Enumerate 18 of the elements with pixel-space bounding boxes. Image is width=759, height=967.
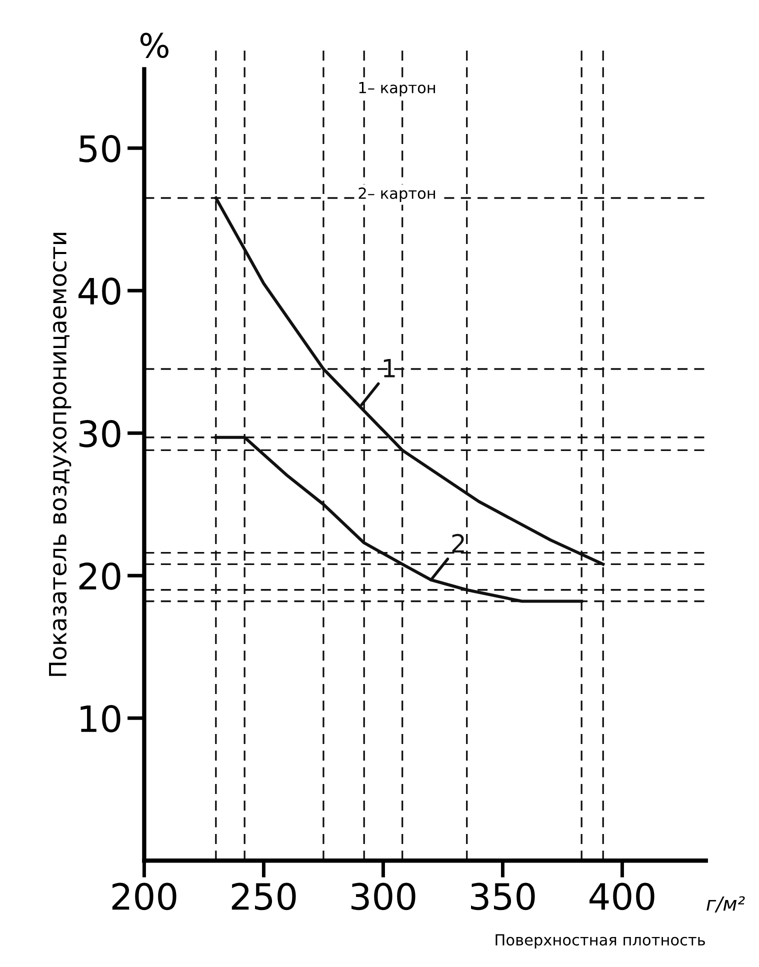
annotation: 2– картон xyxy=(358,187,435,202)
y-tick-label: 10 xyxy=(80,705,120,732)
series-label: 2 xyxy=(452,534,464,552)
y-tick-label: 50 xyxy=(80,135,120,162)
y-tick-label: 30 xyxy=(79,420,120,448)
annotation: 1– картон xyxy=(359,82,435,96)
y-tick-label: 40 xyxy=(78,278,120,305)
x-axis-title: Поверхностная плотность xyxy=(496,934,705,949)
text: г/м² xyxy=(706,896,745,912)
y-axis-title: Показатель воздухопроницаемости xyxy=(49,232,72,676)
y-tick-label: 20 xyxy=(79,562,120,590)
x-tick-label: 400 xyxy=(590,882,654,910)
x-tick-label: 200 xyxy=(112,882,176,910)
x-tick-label: 350 xyxy=(471,882,535,910)
x-tick-label: 300 xyxy=(352,882,416,910)
x-tick-label: 250 xyxy=(232,882,296,910)
series-label: 1 xyxy=(384,358,395,378)
annotation: % xyxy=(140,32,168,58)
